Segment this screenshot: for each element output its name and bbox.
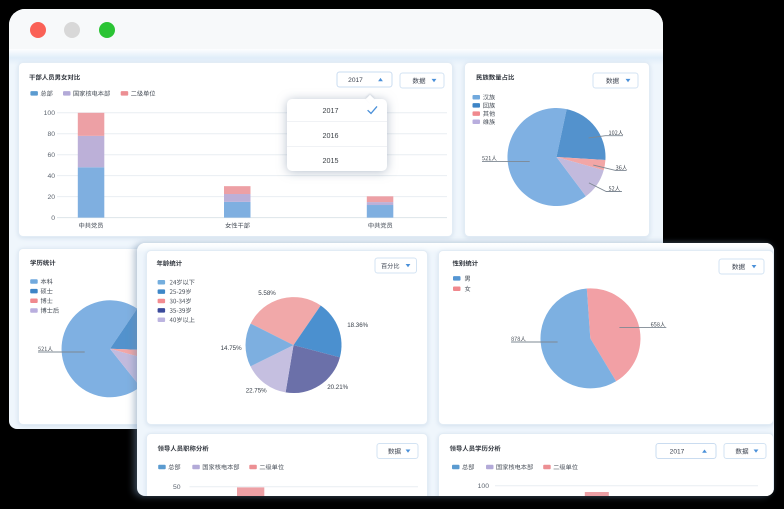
svg-text:5.58%: 5.58% — [258, 290, 276, 297]
svg-text:2017: 2017 — [670, 448, 685, 455]
svg-text:20.21%: 20.21% — [327, 384, 348, 391]
svg-text:100: 100 — [478, 483, 490, 490]
svg-text:14.75%: 14.75% — [221, 345, 242, 352]
svg-text:22.75%: 22.75% — [246, 387, 267, 394]
svg-text:18.36%: 18.36% — [347, 322, 368, 329]
svg-text:50: 50 — [173, 484, 181, 491]
